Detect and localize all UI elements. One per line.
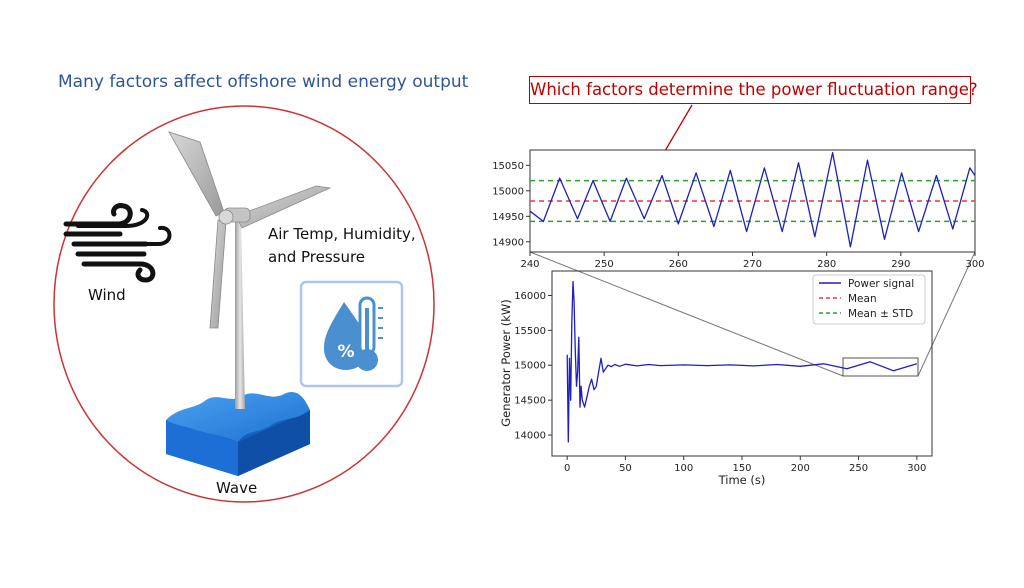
- question-box: Which factors determine the power fluctu…: [529, 76, 978, 104]
- zoom-x-tick-label: 250: [595, 259, 614, 270]
- legend-label-mean: Mean: [848, 293, 877, 305]
- zoom-x-tick-label: 270: [743, 259, 762, 270]
- full-x-tick-label: 150: [732, 463, 751, 474]
- full-x-axis-label: Time (s): [718, 473, 766, 487]
- humidity-thermometer-icon: %: [299, 280, 404, 388]
- air-conditions-label-line1: Air Temp, Humidity,: [268, 225, 416, 243]
- full-x-tick-label: 0: [564, 463, 570, 474]
- full-y-tick-label: 15000: [514, 361, 546, 372]
- zoom-connector-right: [917, 251, 976, 377]
- zoom-power-signal-line: [529, 151, 976, 248]
- zoom-y-tick-label: 14900: [492, 237, 524, 248]
- full-x-tick-label: 250: [849, 463, 868, 474]
- legend-label-std: Mean ± STD: [848, 308, 913, 320]
- full-x-tick-label: 200: [791, 463, 810, 474]
- wind-turbine-icon: [168, 131, 332, 409]
- zoom-region-box: [842, 357, 919, 377]
- full-y-tick-label: 15500: [514, 326, 546, 337]
- zoom-connector-left: [529, 251, 844, 377]
- full-x-tick-label: 50: [619, 463, 632, 474]
- zoom-x-tick-label: 300: [965, 259, 984, 270]
- wave-label: Wave: [216, 479, 258, 497]
- left-panel-title: Many factors affect offshore wind energy…: [58, 72, 469, 92]
- wind-label: Wind: [88, 286, 126, 304]
- full-x-tick-label: 100: [674, 463, 693, 474]
- full-x-tick-label: 300: [907, 463, 926, 474]
- full-power-signal-line: [566, 280, 917, 443]
- full-chart: Time (s) Generator Power (kW) 0 50 100 150 2…: [499, 270, 933, 487]
- full-y-tick-label: 14500: [514, 396, 546, 407]
- humidity-percent-glyph: %: [337, 342, 354, 362]
- legend-label-power: Power signal: [848, 278, 914, 290]
- illustration-circle-panel: %: [53, 105, 435, 503]
- zoom-y-tick-label: 15000: [492, 186, 524, 197]
- zoom-x-tick-label: 260: [669, 259, 688, 270]
- full-chart-legend: Power signal Mean Mean ± STD: [812, 274, 926, 325]
- wave-block-icon: [166, 391, 310, 476]
- zoom-x-tick-label: 280: [817, 259, 836, 270]
- zoom-x-tick-label: 240: [520, 259, 539, 270]
- zoom-y-tick-label: 15050: [492, 161, 524, 172]
- air-conditions-label-line2: and Pressure: [268, 248, 366, 266]
- zoom-x-tick-label: 290: [891, 259, 910, 270]
- full-y-axis-label: Generator Power (kW): [499, 299, 513, 426]
- zoom-y-tick-label: 14950: [492, 212, 524, 223]
- wind-icon: [63, 203, 172, 283]
- zoom-chart: 240 250 260 270 280 290 300 14900 14950 15000 1505…: [492, 149, 985, 270]
- full-y-tick-label: 14000: [514, 431, 546, 442]
- full-y-tick-label: 16000: [514, 291, 546, 302]
